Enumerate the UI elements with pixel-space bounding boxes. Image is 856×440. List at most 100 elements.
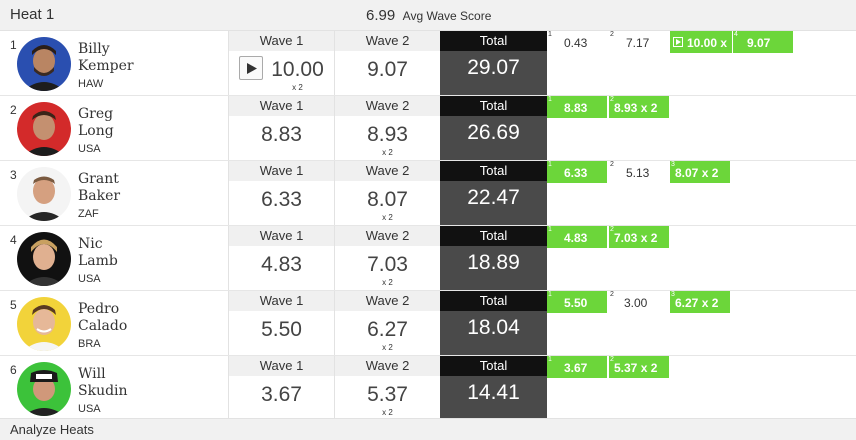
- wave-index: 2: [610, 96, 614, 103]
- heat-title: Heat 1: [10, 6, 55, 23]
- total-score: 14.41: [467, 381, 520, 404]
- wave-index: 1: [548, 96, 552, 103]
- wave-value: 10.00 x: [687, 36, 728, 50]
- wave-index: 2: [610, 291, 614, 298]
- wave-2-cell: Wave 2 6.27 x 2: [334, 291, 440, 355]
- wave-value: 8.83: [564, 101, 588, 115]
- wave-2-cell: Wave 2 8.07 x 2: [334, 161, 440, 225]
- wave-2-multiplier: x 2: [382, 278, 393, 287]
- analyze-heats-bar[interactable]: Analyze Heats: [0, 418, 856, 440]
- wave-index: 2: [610, 31, 614, 38]
- total-label: Total: [440, 96, 547, 116]
- wave-2-cell: Wave 2 7.03 x 2: [334, 226, 440, 290]
- surfer-last-name: Kemper: [78, 58, 134, 74]
- total-label: Total: [440, 356, 547, 376]
- wave-index: 2: [610, 356, 614, 363]
- wave-chip-highlighted[interactable]: 1 3.67: [547, 356, 607, 378]
- wave-chip[interactable]: 2 3.00: [609, 291, 669, 313]
- wave-2-score: 6.27: [367, 318, 408, 341]
- wave-1-label: Wave 1: [229, 226, 334, 246]
- avg-score-label: Avg Wave Score: [402, 9, 492, 23]
- surfer-first-name: Grant: [78, 171, 119, 187]
- wave-chip-highlighted[interactable]: 1 4.83: [547, 226, 607, 248]
- wave-chip-highlighted[interactable]: 2 5.37 x 2: [609, 356, 669, 378]
- total-score: 18.04: [467, 316, 520, 339]
- total-cell: Total 18.89: [440, 226, 547, 290]
- surfer-row[interactable]: 4 Nic Lamb USA Wave 1 4.83 Wave 2 7.03 x…: [0, 226, 856, 291]
- wave-2-score: 8.93: [367, 123, 408, 146]
- surfer-avatar: [17, 167, 71, 221]
- wave-chip-highlighted[interactable]: 1 5.50: [547, 291, 607, 313]
- surfer-name[interactable]: Grant Baker: [78, 171, 120, 205]
- surfer-first-name: Will: [78, 366, 106, 382]
- surfer-name[interactable]: Billy Kemper: [78, 41, 134, 75]
- play-wave-button[interactable]: [239, 56, 263, 80]
- surfer-rank: 2: [10, 103, 17, 117]
- wave-2-multiplier: x 2: [382, 148, 393, 157]
- wave-index: 4: [734, 31, 738, 38]
- surfer-row[interactable]: 5 Pedro Calado BRA Wave 1 5.50 Wave 2 6.…: [0, 291, 856, 356]
- surfer-row[interactable]: 1 Billy Kemper HAW Wave 1 10.00 x 2 Wave…: [0, 31, 856, 96]
- wave-value: 3.67: [564, 361, 588, 375]
- play-icon: [247, 63, 257, 74]
- wave-list: 1 0.43 2 7.17 10.00 x 4 9.07: [547, 31, 856, 53]
- wave-list: 1 4.83 2 7.03 x 2: [547, 226, 856, 248]
- wave-chip-highlighted[interactable]: 3 8.07 x 2: [670, 161, 730, 183]
- total-cell: Total 29.07: [440, 31, 547, 95]
- wave-1-label: Wave 1: [229, 161, 334, 181]
- wave-chip-highlighted[interactable]: 1 6.33: [547, 161, 607, 183]
- surfer-rank: 1: [10, 38, 17, 52]
- wave-value: 5.50: [564, 296, 588, 310]
- wave-index: 1: [548, 161, 552, 168]
- play-icon: [673, 37, 683, 47]
- wave-chip-highlighted[interactable]: 3 6.27 x 2: [670, 291, 730, 313]
- avg-score-value: 6.99: [366, 7, 396, 24]
- wave-chip[interactable]: 2 7.17: [609, 31, 670, 53]
- wave-1-cell: Wave 1 6.33: [228, 161, 334, 225]
- wave-1-cell: Wave 1 4.83: [228, 226, 334, 290]
- surfer-avatar: [17, 297, 71, 351]
- surfer-row[interactable]: 3 Grant Baker ZAF Wave 1 6.33 Wave 2 8.0…: [0, 161, 856, 226]
- surfer-name[interactable]: Will Skudin: [78, 366, 128, 400]
- surfer-country: USA: [78, 273, 101, 285]
- wave-value: 8.93 x 2: [614, 101, 658, 115]
- wave-chip[interactable]: 2 5.13: [609, 161, 669, 183]
- surfer-name[interactable]: Pedro Calado: [78, 301, 127, 335]
- wave-1-label: Wave 1: [229, 356, 334, 376]
- wave-1-cell: Wave 1 10.00 x 2: [228, 31, 334, 95]
- analyze-heats-link[interactable]: Analyze Heats: [10, 422, 94, 437]
- wave-chip-highlighted[interactable]: 10.00 x: [670, 31, 732, 53]
- total-cell: Total 22.47: [440, 161, 547, 225]
- wave-chip[interactable]: 1 0.43: [547, 31, 609, 53]
- wave-chip-highlighted[interactable]: 2 8.93 x 2: [609, 96, 669, 118]
- wave-index: 2: [610, 161, 614, 168]
- surfer-avatar: [17, 102, 71, 156]
- wave-chip-highlighted[interactable]: 2 7.03 x 2: [609, 226, 669, 248]
- surfer-name[interactable]: Greg Long: [78, 106, 114, 140]
- surfer-avatar: [17, 232, 71, 286]
- wave-1-cell: Wave 1 8.83: [228, 96, 334, 160]
- surfer-first-name: Nic: [78, 236, 103, 252]
- total-label: Total: [440, 161, 547, 181]
- wave-chip-highlighted[interactable]: 4 9.07: [733, 31, 793, 53]
- surfer-rank: 4: [10, 233, 17, 247]
- wave-index: 1: [548, 291, 552, 298]
- wave-1-cell: Wave 1 5.50: [228, 291, 334, 355]
- total-cell: Total 18.04: [440, 291, 547, 355]
- wave-index: 2: [610, 226, 614, 233]
- surfer-last-name: Baker: [78, 188, 121, 204]
- total-label: Total: [440, 31, 547, 51]
- wave-value: 6.27 x 2: [675, 296, 719, 310]
- wave-value: 6.33: [564, 166, 588, 180]
- surfer-row[interactable]: 6 Will Skudin USA Wave 1 3.67 Wave 2 5.3…: [0, 356, 856, 421]
- total-label: Total: [440, 226, 547, 246]
- wave-2-label: Wave 2: [335, 31, 440, 51]
- wave-index: 1: [548, 356, 552, 363]
- wave-list: 1 6.33 2 5.13 3 8.07 x 2: [547, 161, 856, 183]
- total-label: Total: [440, 291, 547, 311]
- wave-chip-highlighted[interactable]: 1 8.83: [547, 96, 607, 118]
- total-cell: Total 14.41: [440, 356, 547, 420]
- surfer-row[interactable]: 2 Greg Long USA Wave 1 8.83 Wave 2 8.93 …: [0, 96, 856, 161]
- wave-value: 4.83: [564, 231, 588, 245]
- surfer-name[interactable]: Nic Lamb: [78, 236, 118, 270]
